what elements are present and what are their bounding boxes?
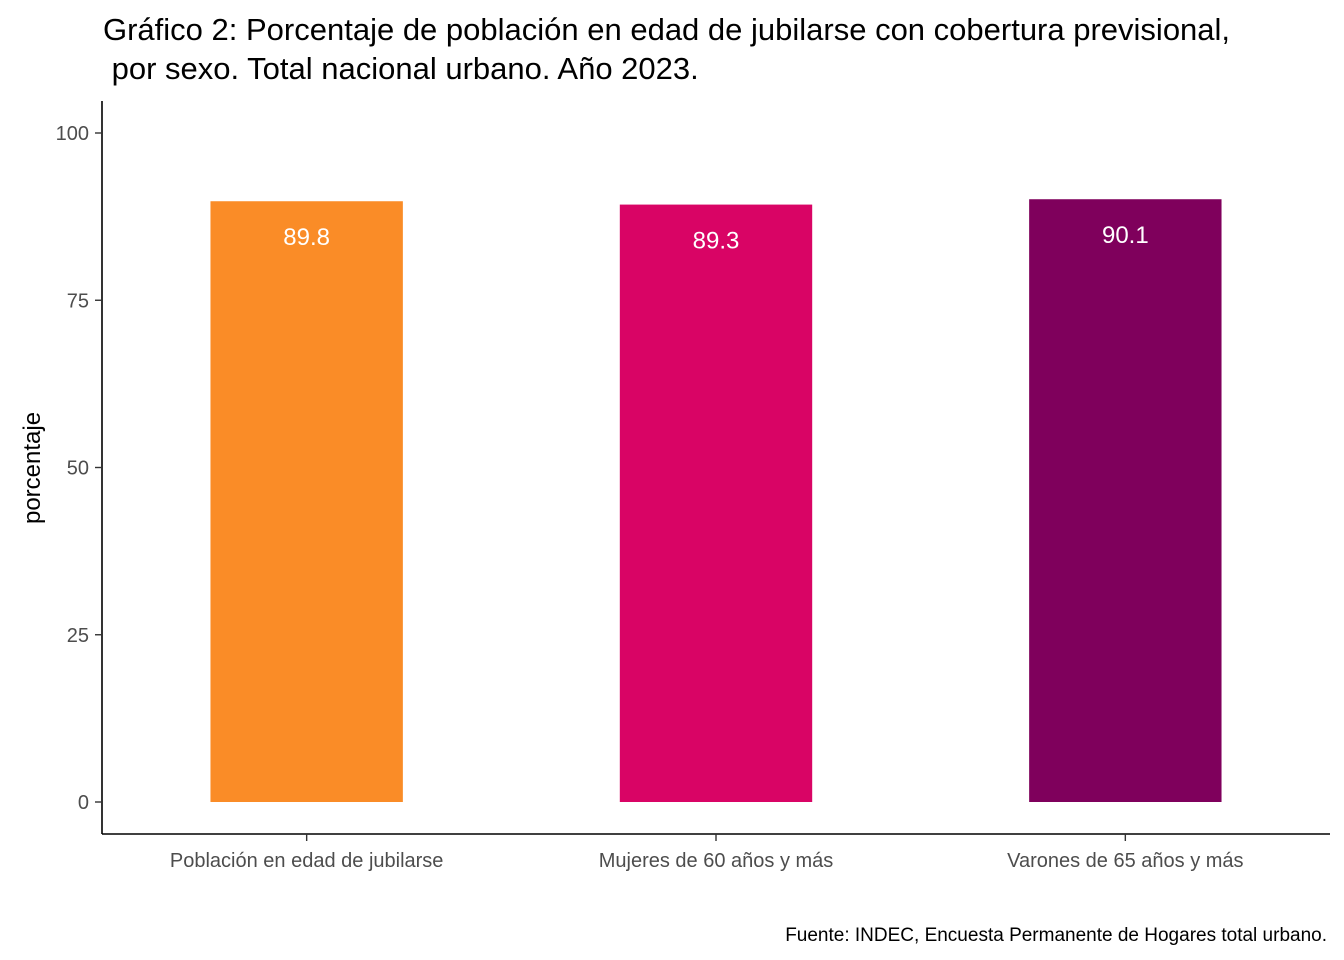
chart-title-line-2: por sexo. Total nacional urbano. Año 202… [103,51,699,86]
chart-title-line-1: Gráfico 2: Porcentaje de población en ed… [103,12,1230,47]
chart-title: Gráfico 2: Porcentaje de población en ed… [103,12,1230,86]
x-axis: Población en edad de jubilarse Mujeres de… [102,833,1330,872]
bar-value-label: 90.1 [1102,222,1149,249]
bar-value-label: 89.8 [283,224,330,251]
x-tick-label: Varones de 65 años y más [1007,850,1243,872]
bar [210,201,403,802]
y-tick-label: 75 [67,290,89,312]
y-tick-label: 0 [78,792,89,814]
y-axis: 0 25 50 75 100 [56,101,103,834]
bar [619,204,813,802]
bar [1029,199,1222,802]
y-tick-label: 100 [56,123,89,145]
bars [210,199,1222,802]
y-tick-label: 25 [67,625,89,647]
bar-value-label: 89.3 [693,228,740,255]
y-axis-title: porcentaje [19,412,46,524]
y-tick-label: 50 [67,458,89,480]
bar-value-labels: 89.8 89.3 90.1 [283,222,1148,254]
source-caption: Fuente: INDEC, Encuesta Permanente de Ho… [785,925,1327,946]
x-tick-label: Mujeres de 60 años y más [599,850,834,872]
x-tick-label: Población en edad de jubilarse [170,850,444,872]
